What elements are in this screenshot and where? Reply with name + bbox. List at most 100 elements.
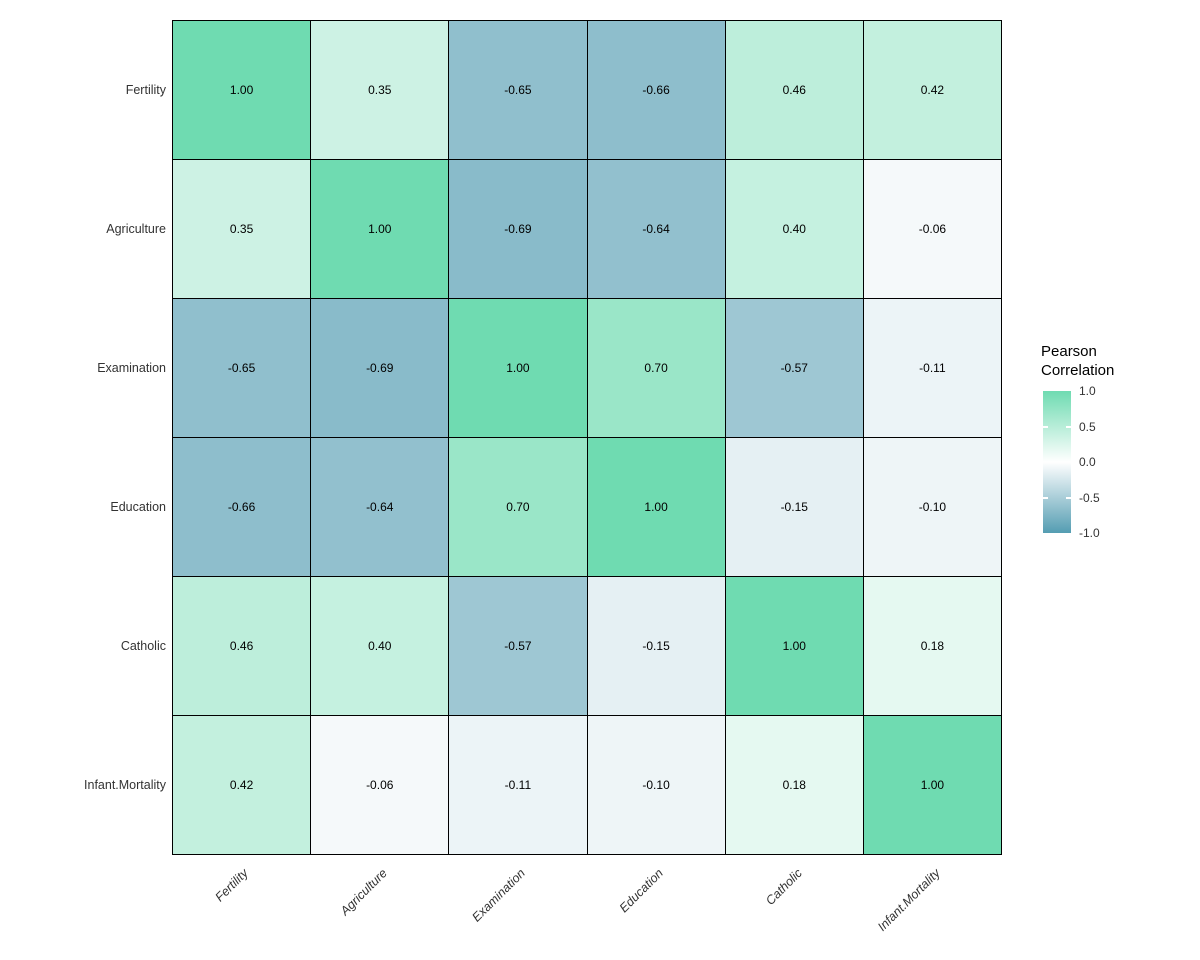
heatmap-cell-Education-Examination: 0.70 — [449, 438, 587, 576]
heatmap-panel: 1.00 0.35 -0.65 -0.66 0.46 0.42 0.35 1.00 -0.69 -… — [172, 20, 1002, 855]
heatmap-cell-Infant.Mortality-Agriculture: -0.06 — [311, 716, 449, 854]
heatmap-cell-Fertility-Agriculture: 0.35 — [311, 21, 449, 159]
cell-value: -0.10 — [642, 778, 670, 792]
cell-value: 0.70 — [506, 500, 530, 514]
legend-tick-label-0.0: 0.0 — [1079, 455, 1096, 469]
heatmap-cell-Infant.Mortality-Catholic: 0.18 — [725, 716, 863, 854]
heatmap-cell-Examination-Agriculture: -0.69 — [311, 299, 449, 437]
heatmap-cell-Infant.Mortality-Education: -0.10 — [587, 716, 725, 854]
colorbar-tick — [1066, 496, 1071, 499]
heatmap-cell-Fertility-Examination: -0.65 — [449, 21, 587, 159]
heatmap-cell-Examination-Examination: 1.00 — [449, 299, 587, 437]
y-axis-label-Education: Education — [110, 500, 166, 515]
legend-tick-labels: 1.0 0.5 0.0 -0.5 -1.0 — [1079, 384, 1139, 540]
cell-value: -0.06 — [918, 222, 947, 236]
heatmap-cell-Fertility-Fertility: 1.00 — [173, 21, 311, 159]
heatmap-cell-Fertility-Infant.Mortality: 0.42 — [863, 21, 1001, 159]
heatmap-cell-Infant.Mortality-Examination: -0.11 — [449, 716, 587, 854]
cell-value: -0.65 — [227, 361, 256, 375]
cell-value: 0.35 — [229, 222, 254, 236]
heatmap-cell-Agriculture-Catholic: 0.40 — [725, 160, 863, 298]
heatmap-cell-Education-Catholic: -0.15 — [725, 438, 863, 576]
cell-value: -0.66 — [642, 83, 670, 97]
x-axis-label-Infant.Mortality: Infant.Mortality — [874, 866, 943, 934]
cell-value: -0.57 — [780, 361, 808, 375]
cell-value: 0.40 — [368, 639, 392, 653]
cell-value: 0.42 — [920, 83, 945, 97]
cell-value: -0.69 — [366, 361, 394, 375]
cell-value: -0.15 — [642, 639, 670, 653]
legend-tick-label-0.5: 0.5 — [1079, 419, 1096, 434]
cell-value: 0.70 — [644, 361, 668, 375]
heatmap-cell-Education-Agriculture: -0.64 — [311, 438, 449, 576]
x-axis-label-Fertility: Fertility — [212, 866, 252, 905]
colorbar-tick — [1043, 425, 1048, 428]
heatmap-cell-Infant.Mortality-Fertility: 0.42 — [173, 716, 311, 854]
heatmap-cell-Examination-Education: 0.70 — [587, 299, 725, 437]
heatmap-cell-Examination-Infant.Mortality: -0.11 — [863, 299, 1001, 437]
cell-value: 0.18 — [920, 639, 945, 653]
cell-value: -0.64 — [642, 222, 670, 236]
heatmap-cell-Education-Infant.Mortality: -0.10 — [863, 438, 1001, 576]
x-axis-label-Examination: Examination — [469, 866, 528, 925]
cell-value: -0.15 — [780, 500, 808, 514]
heatmap-cell-Catholic-Fertility: 0.46 — [173, 577, 311, 715]
cell-value: 0.46 — [782, 83, 806, 97]
cell-value: 1.00 — [506, 361, 530, 375]
heatmap-cell-Examination-Fertility: -0.65 — [173, 299, 311, 437]
heatmap-cell-Catholic-Agriculture: 0.40 — [311, 577, 449, 715]
cell-value: -0.69 — [504, 222, 532, 236]
x-axis-label-Education: Education — [616, 866, 667, 916]
cell-value: -0.65 — [504, 83, 532, 97]
heatmap-cell-Fertility-Catholic: 0.46 — [725, 21, 863, 159]
heatmap-cell-Agriculture-Fertility: 0.35 — [173, 160, 311, 298]
cell-value: -0.57 — [504, 639, 532, 653]
colorbar-tick — [1043, 496, 1048, 499]
cell-value: 1.00 — [782, 639, 806, 653]
cell-value: -0.64 — [366, 500, 394, 514]
heatmap-cell-Catholic-Education: -0.15 — [587, 577, 725, 715]
cell-value: 1.00 — [644, 500, 668, 514]
y-axis-labels: Fertility Agriculture Examination Education… — [0, 20, 166, 855]
cell-value: -0.11 — [504, 778, 532, 792]
cell-value: -0.10 — [918, 500, 947, 514]
heatmap-cell-Fertility-Education: -0.66 — [587, 21, 725, 159]
cell-value: -0.11 — [919, 361, 946, 375]
legend-title: Pearson Correlation — [1041, 343, 1114, 381]
legend-tick-label--1.0: -1.0 — [1079, 526, 1100, 540]
legend-title-line2: Correlation — [1041, 361, 1115, 379]
heatmap-cell-Education-Education: 1.00 — [587, 438, 725, 576]
y-axis-label-Fertility: Fertility — [125, 82, 166, 97]
cell-value: -0.06 — [366, 778, 394, 792]
x-axis-label-Agriculture: Agriculture — [337, 866, 390, 919]
y-axis-label-Agriculture: Agriculture — [106, 221, 166, 236]
heatmap-cell-Catholic-Examination: -0.57 — [449, 577, 587, 715]
heatmap-cell-Catholic-Catholic: 1.00 — [725, 577, 863, 715]
heatmap-cell-Catholic-Infant.Mortality: 0.18 — [863, 577, 1001, 715]
legend-title-line1: Pearson — [1041, 343, 1097, 360]
cell-value: -0.66 — [227, 500, 256, 514]
legend-tick-label-1.0: 1.0 — [1079, 384, 1096, 398]
cell-value: 0.35 — [368, 83, 392, 97]
y-axis-label-Infant.Mortality: Infant.Mortality — [84, 778, 166, 793]
heatmap-cell-Agriculture-Education: -0.64 — [587, 160, 725, 298]
y-axis-label-Examination: Examination — [97, 360, 166, 375]
cell-value: 0.46 — [229, 639, 254, 653]
x-axis-label-Catholic: Catholic — [762, 866, 805, 908]
cell-value: 0.18 — [782, 778, 806, 792]
heatmap-cell-Agriculture-Infant.Mortality: -0.06 — [863, 160, 1001, 298]
heatmap-cell-Infant.Mortality-Infant.Mortality: 1.00 — [863, 716, 1001, 854]
heatmap-cell-Examination-Catholic: -0.57 — [725, 299, 863, 437]
y-axis-label-Catholic: Catholic — [120, 639, 166, 654]
heatmap-cell-Agriculture-Examination: -0.69 — [449, 160, 587, 298]
cell-value: 1.00 — [229, 83, 254, 97]
cell-value: 0.42 — [229, 778, 254, 792]
heatmap-cell-Agriculture-Agriculture: 1.00 — [311, 160, 449, 298]
cell-value: 0.40 — [782, 222, 806, 236]
legend-colorbar — [1043, 391, 1071, 533]
cell-value: 1.00 — [920, 778, 945, 792]
cell-value: 1.00 — [368, 222, 392, 236]
legend-tick-label--0.5: -0.5 — [1079, 490, 1100, 505]
colorbar-tick — [1066, 425, 1071, 428]
